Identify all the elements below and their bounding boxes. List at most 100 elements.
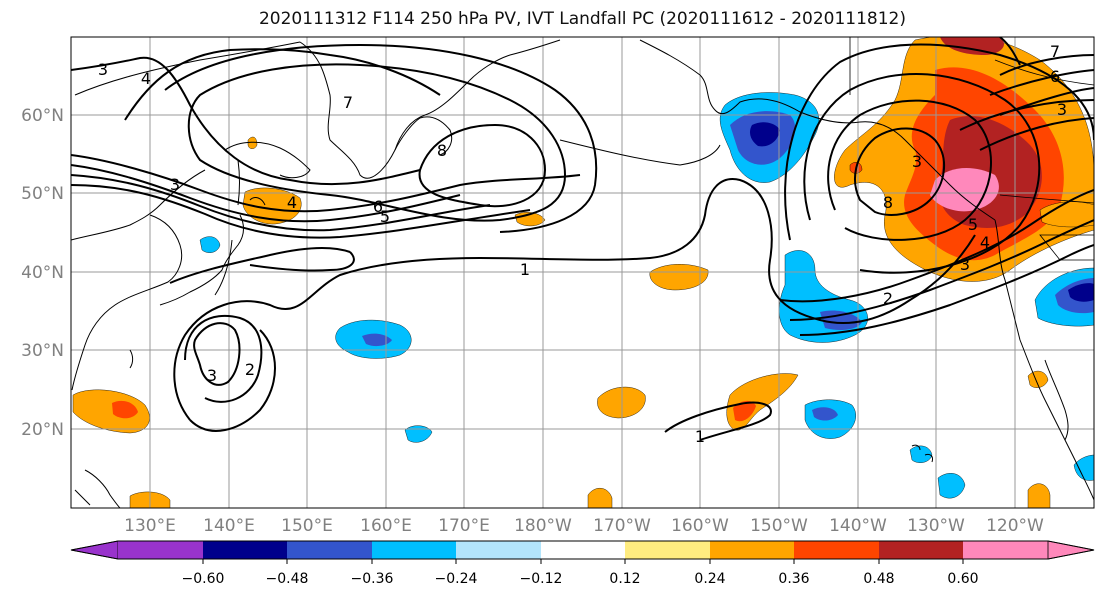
contour-label: 2 [883,289,893,308]
coastline-china-north [71,169,206,241]
contour-low-west-2 [184,314,263,403]
shading-south-blue-2 [404,425,433,443]
colorbar-max-extend [1047,540,1095,560]
contour-east-1 [779,189,1094,303]
shading-japan-blue [199,236,221,253]
shading-orange-bottom-2 [587,488,613,508]
colorbar-outline [70,540,1095,560]
shading-red-subtropic [733,400,756,422]
coastline-korea-china [71,214,183,391]
colorbar-segment [625,541,710,559]
contour-jet-5 [169,247,355,284]
contour-okhotsk-ring-1 [187,63,567,222]
shading-orange-bottom-3 [1027,483,1051,508]
contour-label: 7 [343,93,353,112]
shading-west-pacific-mid [362,333,392,347]
colorbar-segment [372,541,456,559]
coastline-philippines [74,469,121,508]
contour-alaska-ring-4 [784,43,1094,241]
lat-label: 50°N [21,184,64,204]
shading-orange-160w [649,264,709,291]
colorbar-segment [118,541,203,559]
contour-label: 2 [245,360,255,379]
contour-label: 4 [287,193,297,212]
lon-label: 170°E [438,516,490,536]
lon-label: 150°E [281,516,333,536]
colorbar-segment [287,541,372,559]
lon-label: 150°W [750,516,808,536]
contour-low-west [193,322,241,386]
contour-label: 5 [968,215,978,234]
coastline-alaska [639,39,996,221]
contour-okhotsk-high [418,123,547,208]
shading-orange-ca-coast [1039,201,1094,228]
contour-label: 3 [1057,100,1067,119]
shading-orange-sea-japan [247,136,258,149]
colorbar-segment [879,541,963,559]
lon-label: 170°W [593,516,651,536]
colorbar-min-extend [70,540,119,560]
colorbar-tick-label: −0.60 [182,571,225,587]
contour-jet-4 [71,184,531,239]
shading-south-blue [937,473,966,499]
contour-north-1 [71,56,421,186]
shading-bering-dark [750,122,780,147]
shading-alaska-north-darkred [940,37,1005,55]
contour-label: 7 [1050,42,1060,61]
lon-label: 130°W [907,516,965,536]
map-title: 2020111312 F114 250 hPa PV, IVT Landfall… [258,9,906,29]
contour-jet-2 [71,164,461,223]
coastline-border-canada [849,37,1094,261]
colorbar-tick-label: −0.36 [351,571,394,587]
contour-mid-1 [173,178,976,421]
coastline-aleutians [559,139,721,166]
shading-california-dark [1068,283,1094,302]
coastline-japan [159,214,244,306]
contour-label: 1 [695,427,705,446]
colorbar-tick-label: −0.12 [520,571,563,587]
contour-label: 3 [170,175,180,194]
coastline-kamchatka [394,116,453,156]
shading-orange-subtropic [726,373,799,431]
colorbar-segment [456,541,541,559]
colorbar: −0.60 −0.48 −0.36 −0.24 −0.12 0.12 0.24 … [70,540,1095,587]
colorbar-tick-label: 0.12 [609,571,640,587]
coastlines [71,37,1094,508]
contour-label: 4 [141,69,151,88]
contour-ne-2 [959,99,1094,151]
contour-label: 5 [380,207,390,226]
lon-label: 160°E [360,516,412,536]
contour-label: 3 [98,60,108,79]
contour-alaska-ring-3 [803,72,1041,274]
colorbar-tick-label: −0.48 [266,571,309,587]
colorbar-segment [710,541,794,559]
pv-contours [71,37,1094,441]
colorbar-segment [541,541,625,559]
lon-label: 160°W [671,516,729,536]
contour-ne-3 [999,37,1021,66]
colorbar-tick-label: 0.60 [947,571,978,587]
lon-label: 120°W [986,516,1044,536]
lat-label: 60°N [21,106,64,126]
lat-label: 30°N [21,341,64,361]
colorbar-tick-label: 0.24 [694,571,725,587]
lat-label: 40°N [21,263,64,283]
contour-label: 6 [373,197,383,216]
contour-okhotsk-ring-2 [164,43,598,233]
contour-label: 3 [912,152,922,171]
shading-orange-mexico [1027,370,1049,388]
shaded-field-layer [72,37,1094,508]
coastline-taiwan [129,349,134,369]
shading-subtropical-blue-1-mid [812,407,838,421]
contour-subtropical-1 [664,401,772,441]
contour-label: 8 [883,193,893,212]
shading-mexico-blue [1073,454,1094,481]
coastline-okhotsk [224,141,311,179]
shading-orange-west [72,389,150,434]
contour-low-west-3 [189,329,276,432]
colorbar-tick-label: 0.36 [778,571,809,587]
colorbar-segment [203,541,287,559]
contour-label: 8 [437,141,447,160]
map-frame [70,36,1095,509]
coastline-bc [994,219,1094,501]
